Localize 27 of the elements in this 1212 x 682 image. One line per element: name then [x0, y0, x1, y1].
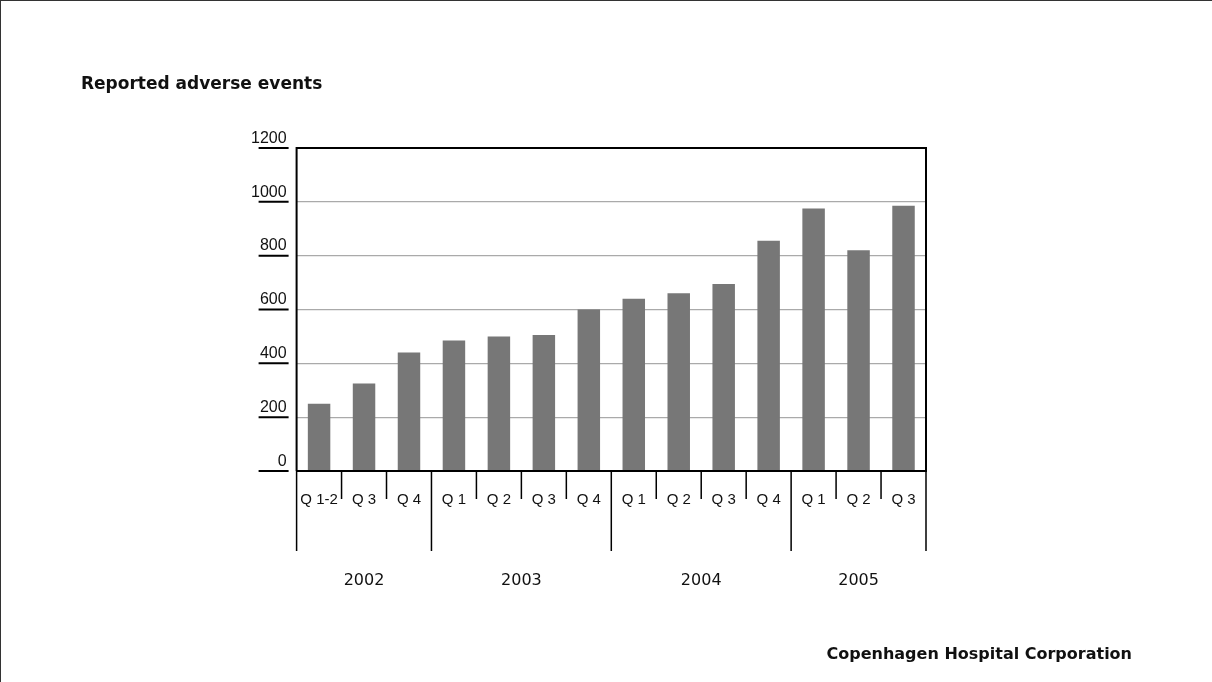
text: 2005: [838, 570, 879, 590]
y-tick-label: 600: [259, 290, 287, 308]
x-tick-label: Q 3: [891, 490, 916, 508]
x-tick-label: Q 1: [621, 490, 646, 508]
x-tick-label: Q 4: [576, 490, 601, 508]
y-tick-label: 800: [259, 236, 287, 254]
y-tick-label: 1000: [251, 182, 287, 200]
x-tick-label: Q 3: [711, 490, 736, 508]
x-tick-label: Q 2: [666, 490, 691, 508]
x-tick-label: Q 2: [486, 490, 511, 508]
y-tick-label: 200: [259, 397, 287, 415]
x-tick-label: Q 4: [396, 490, 422, 508]
x-tick-label: Q 3: [531, 490, 556, 508]
x-tick-label: Q 3: [351, 490, 377, 508]
y-tick-label: 1200: [251, 128, 287, 146]
x-tick-label: Q 4: [756, 490, 781, 508]
text: 2002: [343, 570, 385, 590]
chart-title: Reported adverse events: [81, 73, 323, 93]
text: Copenhagen Hospital Corporation: [826, 644, 1132, 663]
text: 2004: [680, 570, 722, 590]
y-tick-label: 400: [259, 344, 287, 362]
x-tick-label: Q 1-2: [300, 490, 338, 508]
x-tick-label: Q 1: [801, 490, 826, 508]
text: 2003: [501, 570, 542, 590]
x-tick-label: Q 1: [441, 490, 467, 508]
y-tick-label: 0: [277, 451, 287, 469]
x-tick-label: Q 2: [846, 490, 871, 508]
